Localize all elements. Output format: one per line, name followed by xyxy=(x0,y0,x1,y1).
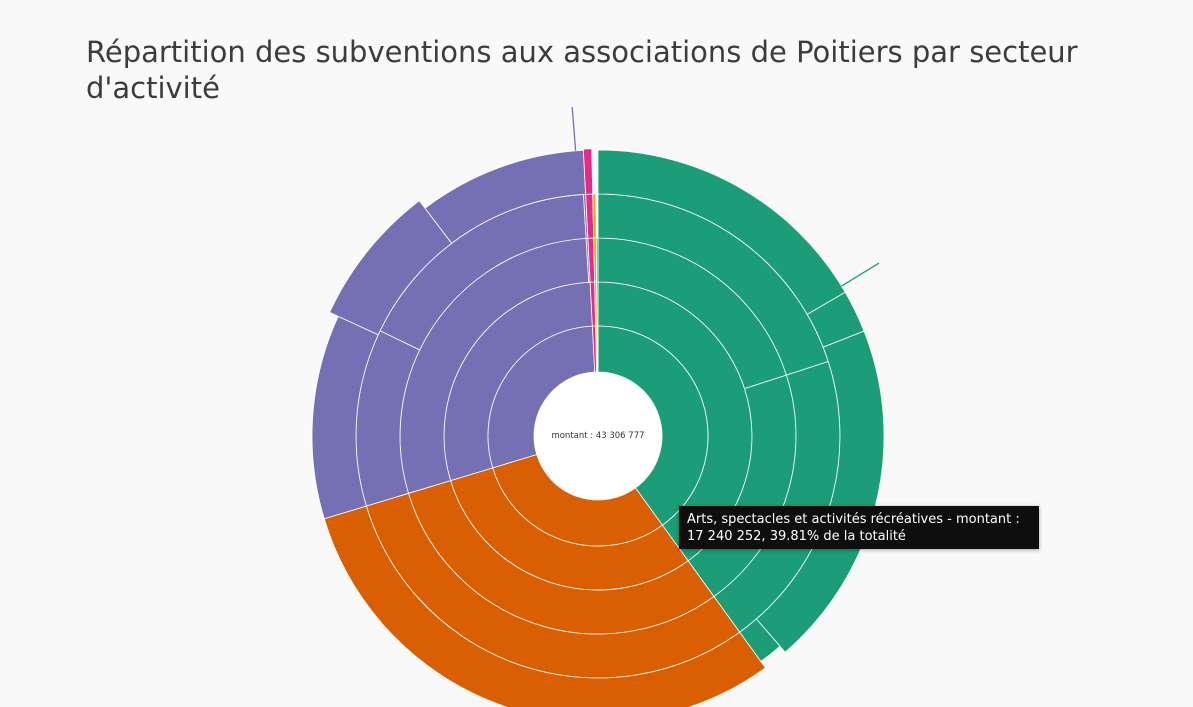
tooltip-line-2: 17 240 252, 39.81% de la totalité xyxy=(687,529,906,544)
sector-5-level-1-arc-1[interactable] xyxy=(596,281,599,327)
hover-tooltip: Arts, spectacles et activités récréative… xyxy=(679,506,1039,549)
sector-5-level-2-arc-1[interactable] xyxy=(595,237,599,283)
center-circle xyxy=(534,372,662,500)
sector-0-outer-tail[interactable] xyxy=(841,262,880,287)
center-label: montant : 43 306 777 xyxy=(551,431,644,441)
chart-title: Répartition des subventions aux associat… xyxy=(86,35,1078,105)
sector-4-level-3-arc-1[interactable] xyxy=(592,193,597,239)
sector-5-level-0-arc[interactable] xyxy=(596,325,599,373)
sector-0-level-4-arc-3[interactable] xyxy=(755,330,885,653)
sector-2-outer-tail[interactable] xyxy=(571,106,577,151)
tooltip-line-1: Arts, spectacles et activités récréative… xyxy=(687,512,1020,527)
